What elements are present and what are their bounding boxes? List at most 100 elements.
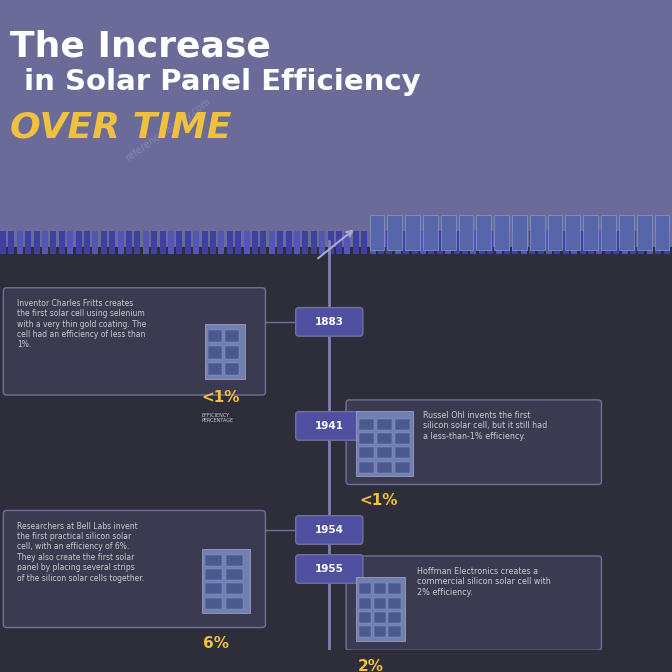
Bar [638,231,644,253]
Bar [126,231,132,253]
Bar [395,462,410,472]
Bar [655,231,661,253]
Bar [395,231,401,253]
Bar [205,569,222,580]
Bar [496,231,501,253]
Bar [504,231,510,253]
Bar [370,231,376,253]
Bar [328,231,333,253]
Bar [512,231,519,253]
Bar [225,362,239,375]
Bar [8,231,15,253]
Text: Researchers at Bell Labs invent
the first practical silicon solar
cell, with an : Researchers at Bell Labs invent the firs… [17,521,144,583]
Bar [134,231,140,253]
Bar [377,448,392,458]
Bar [655,214,669,251]
Bar [362,231,367,253]
Bar [583,214,598,251]
Bar [142,231,149,253]
Bar [429,231,434,253]
Bar [356,577,405,640]
Bar [194,231,199,253]
Bar [205,597,222,609]
Bar [378,231,384,253]
Bar [377,419,392,430]
FancyBboxPatch shape [346,556,601,650]
Bar [168,231,174,253]
Bar [205,583,222,594]
Bar [458,214,473,251]
Text: The Increase: The Increase [10,30,271,63]
Text: Hoffman Electronics creates a
commercial silicon solar cell with
2% efficiency.: Hoffman Electronics creates a commercial… [417,567,550,597]
Bar [160,231,165,253]
Text: reference.alamy.com: reference.alamy.com [124,97,212,163]
Bar [34,231,40,253]
Bar [548,214,562,251]
Bar [420,231,426,253]
Bar [377,433,392,444]
Bar [377,462,392,472]
Bar [185,231,191,253]
Bar [470,231,476,253]
Bar [225,330,239,342]
Bar [411,231,418,253]
Bar [571,231,577,253]
Bar [359,462,374,472]
Bar [597,231,602,253]
Bar [269,231,275,253]
Bar [336,231,342,253]
Text: <1%: <1% [202,390,240,405]
Bar [387,214,402,251]
Text: in Solar Panel Efficiency: in Solar Panel Efficiency [24,69,420,96]
Bar [42,231,48,253]
Bar [370,214,384,251]
Text: 1954: 1954 [314,525,344,535]
Bar [476,214,491,251]
Bar [359,626,371,637]
Bar [619,214,634,251]
FancyBboxPatch shape [296,308,363,336]
Text: EFFICIENCY
PERCENTAGE: EFFICIENCY PERCENTAGE [202,413,234,423]
Text: 1883: 1883 [314,317,344,327]
Bar [359,597,371,609]
Bar [227,231,233,253]
Text: Russel Ohl invents the first
silicon solar cell, but it still had
a less-than-1%: Russel Ohl invents the first silicon sol… [423,411,548,441]
Bar [75,231,82,253]
Bar [605,231,611,253]
Bar [84,231,90,253]
Bar [395,433,410,444]
Bar [261,231,266,253]
Bar [637,214,652,251]
Bar [374,597,386,609]
Bar [388,626,401,637]
Bar [208,362,222,375]
Bar [225,346,239,359]
Bar [487,231,493,253]
Bar [388,612,401,623]
Bar [613,231,620,253]
Bar [563,231,569,253]
Bar [521,231,527,253]
Bar [530,214,544,251]
Bar [310,231,317,253]
Bar [579,231,585,253]
Bar [218,231,224,253]
FancyBboxPatch shape [0,0,672,247]
Bar [538,231,544,253]
Bar [386,231,392,253]
Bar [353,231,359,253]
Bar [286,231,292,253]
Bar [302,231,308,253]
Bar [495,214,509,251]
FancyBboxPatch shape [3,511,265,628]
Bar [374,583,386,594]
Bar [202,549,250,613]
Bar [454,231,460,253]
Bar [205,323,245,379]
Bar [405,214,420,251]
Bar [176,231,183,253]
Bar [512,214,527,251]
Text: 2%: 2% [358,659,384,672]
Bar [208,330,222,342]
Bar [67,231,73,253]
